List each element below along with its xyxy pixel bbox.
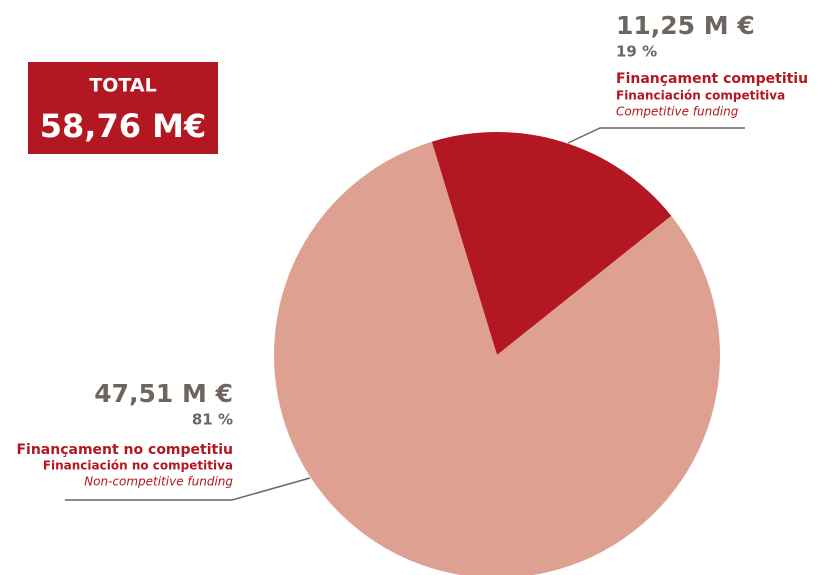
- amount-label: 47,51 M €: [94, 379, 233, 408]
- leader-line: [567, 127, 745, 144]
- category-label-es: Financiación competitiva: [616, 89, 785, 103]
- category-label-es: Financiación no competitiva: [43, 459, 233, 473]
- value-label: 19 %: [616, 43, 657, 61]
- amount-label: 11,25 M €: [616, 11, 755, 40]
- category-label: Finançament no competitiu: [16, 442, 233, 458]
- value-label: 81 %: [192, 411, 233, 429]
- category-label-en: Non-competitive funding: [84, 475, 233, 489]
- total-value: 58,76 M€: [40, 107, 206, 145]
- total-box: [28, 62, 218, 154]
- pie-slice: [274, 141, 720, 575]
- leader-line: [65, 477, 311, 501]
- category-label: Finançament competitiu: [616, 71, 808, 87]
- pie: [274, 131, 720, 575]
- pie-slice: [431, 131, 672, 355]
- category-label-en: Competitive funding: [616, 105, 739, 119]
- total-label: TOTAL: [89, 75, 156, 97]
